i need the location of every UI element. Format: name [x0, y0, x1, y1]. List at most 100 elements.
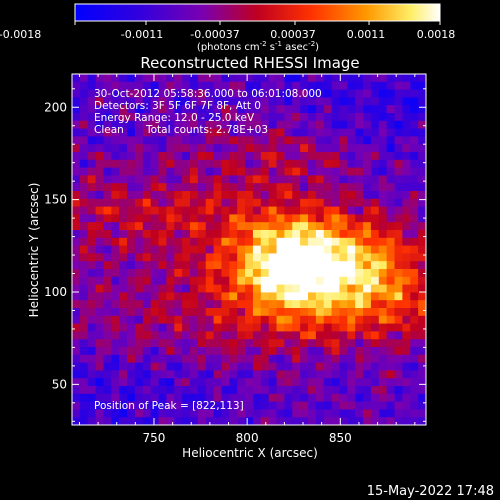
heatmap-cell: [119, 323, 128, 332]
heatmap-cell: [410, 97, 419, 106]
heatmap-cell: [363, 105, 372, 114]
heatmap-cell: [95, 276, 105, 286]
heatmap-cell: [237, 300, 246, 309]
heatmap-cell: [363, 323, 372, 332]
heatmap-cell: [213, 237, 223, 247]
heatmap-cell: [213, 323, 223, 332]
colorbar-ticks: [74, 21, 441, 25]
heatmap-cell: [197, 214, 207, 223]
heatmap-cell: [174, 214, 183, 223]
heatmap-cell: [386, 222, 396, 231]
heatmap-cell: [260, 89, 270, 98]
heatmap-cell: [174, 315, 183, 325]
heatmap-cell: [347, 362, 356, 371]
heatmap-cell: [315, 354, 325, 364]
heatmap-cell: [339, 81, 348, 91]
heatmap-cell: [150, 284, 160, 293]
heatmap-cell: [213, 269, 223, 278]
heatmap-cell: [237, 136, 246, 145]
heatmap-cell: [182, 97, 191, 106]
heatmap-cell: [166, 386, 175, 395]
heatmap-cell: [205, 323, 215, 332]
heatmap-cell: [103, 261, 112, 270]
heatmap-cell: [190, 300, 199, 309]
heatmap-cell: [355, 198, 364, 208]
heatmap-cell: [150, 393, 160, 403]
heatmap-cell: [292, 331, 301, 340]
heatmap-cell: [197, 175, 207, 184]
heatmap-cell: [174, 144, 183, 153]
heatmap-cell: [410, 401, 419, 410]
heatmap-cell: [134, 300, 144, 309]
heatmap-cell: [418, 237, 426, 247]
heatmap-cell: [221, 89, 230, 98]
heatmap-cell: [339, 253, 348, 262]
heatmap-cell: [237, 159, 246, 169]
heatmap-cell: [410, 315, 419, 325]
heatmap-cell: [355, 144, 364, 153]
heatmap-cell: [300, 198, 309, 208]
heatmap-cell: [418, 159, 426, 169]
heatmap-cell: [394, 417, 403, 425]
heatmap-cell: [221, 253, 230, 262]
heatmap-cell: [315, 167, 325, 176]
heatmap-cell: [190, 214, 199, 223]
heatmap-cell: [213, 113, 223, 122]
heatmap-cell: [268, 386, 278, 395]
heatmap-cell: [72, 253, 81, 262]
heatmap-cell: [142, 331, 152, 340]
heatmap-cell: [182, 81, 191, 91]
heatmap-cell: [331, 339, 341, 348]
heatmap-cell: [166, 308, 175, 317]
heatmap-cell: [166, 393, 175, 403]
heatmap-cell: [402, 191, 411, 200]
heatmap-cell: [127, 206, 136, 215]
heatmap-cell: [111, 253, 120, 262]
heatmap-cell: [363, 347, 372, 356]
heatmap-cell: [308, 159, 317, 169]
heatmap-cell: [72, 175, 81, 184]
heatmap-cell: [79, 230, 89, 239]
heatmap-cell: [245, 214, 254, 223]
heatmap-cell: [347, 175, 356, 184]
heatmap-cell: [394, 370, 403, 379]
heatmap-cell: [111, 152, 120, 161]
heatmap-cell: [72, 89, 81, 98]
heatmap-cell: [245, 74, 254, 83]
heatmap-cell: [260, 159, 270, 169]
heatmap-cell: [229, 237, 238, 247]
heatmap-cell: [386, 89, 396, 98]
heatmap-cell: [87, 175, 97, 184]
heatmap-cell: [370, 284, 380, 293]
heatmap-cell: [119, 89, 128, 98]
heatmap-cell: [237, 378, 246, 387]
heatmap-cell: [300, 370, 309, 379]
heatmap-cell: [339, 74, 348, 83]
heatmap-cell: [182, 323, 191, 332]
heatmap-cell: [142, 323, 152, 332]
heatmap-cell: [347, 417, 356, 425]
heatmap-cell: [347, 167, 356, 176]
heatmap-cell: [347, 198, 356, 208]
heatmap-cell: [142, 198, 152, 208]
heatmap-cell: [142, 183, 152, 192]
heatmap-cell: [95, 214, 105, 223]
heatmap-cell: [166, 292, 175, 301]
heatmap-cell: [292, 74, 301, 83]
heatmap-cell: [150, 222, 160, 231]
heatmap-cell: [134, 292, 144, 301]
heatmap-cell: [252, 347, 262, 356]
heatmap-cell: [323, 183, 333, 192]
heatmap-cell: [402, 300, 411, 309]
heatmap-cell: [197, 74, 207, 83]
heatmap-cell: [276, 74, 285, 83]
heatmap-cell: [205, 386, 215, 395]
heatmap-cell: [418, 401, 426, 410]
heatmap-cell: [363, 276, 372, 286]
heatmap-cell: [174, 128, 183, 137]
heatmap-cell: [418, 128, 426, 137]
heatmap-cell: [418, 89, 426, 98]
heatmap-cell: [308, 214, 317, 223]
heatmap-cell: [119, 292, 128, 301]
